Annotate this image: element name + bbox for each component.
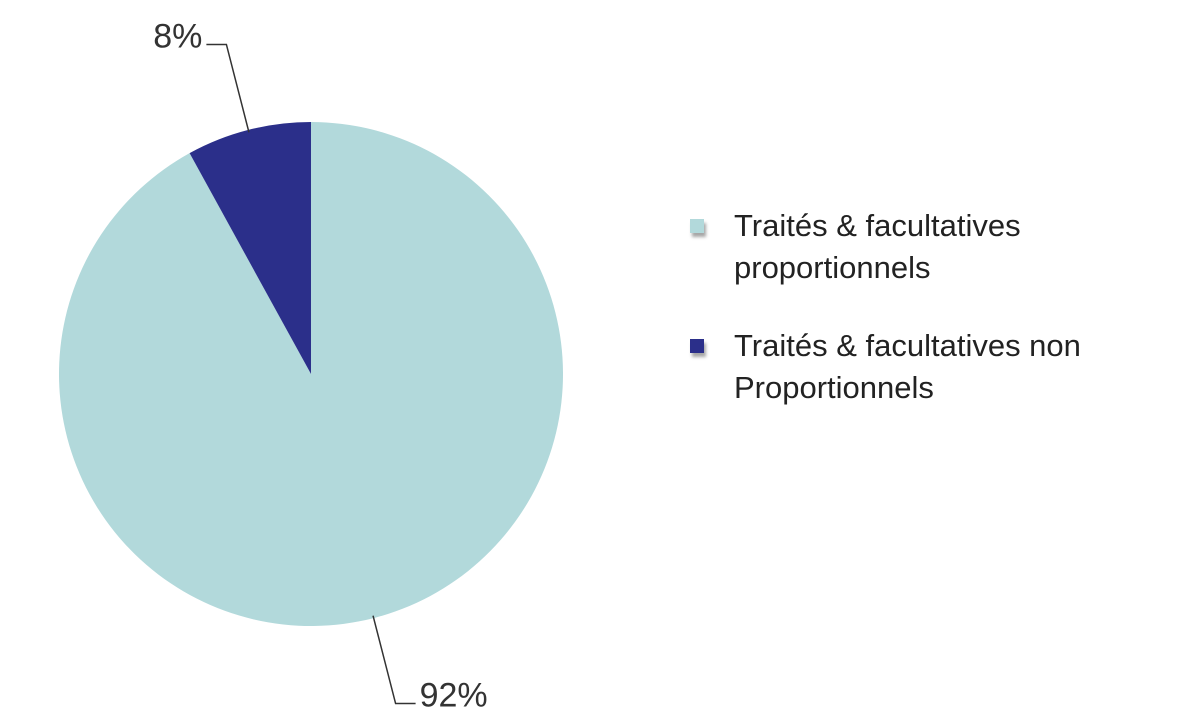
data-label: 8%: [153, 17, 202, 55]
pie-slice: [189, 122, 311, 374]
data-label: 92%: [420, 676, 488, 714]
legend-item: Traités & facultatives proportionnels: [690, 205, 1160, 289]
legend-swatch: [690, 339, 704, 353]
leader-line: [206, 43, 250, 133]
legend: Traités & facultatives proportionnels Tra…: [690, 205, 1160, 445]
legend-swatch: [690, 219, 704, 233]
legend-label: Traités & facultatives proportionnels: [734, 208, 1021, 285]
leader-line: [372, 615, 416, 705]
legend-label: Traités & facultatives non Proportionnel…: [734, 328, 1081, 405]
legend-item: Traités & facultatives non Proportionnel…: [690, 325, 1160, 409]
